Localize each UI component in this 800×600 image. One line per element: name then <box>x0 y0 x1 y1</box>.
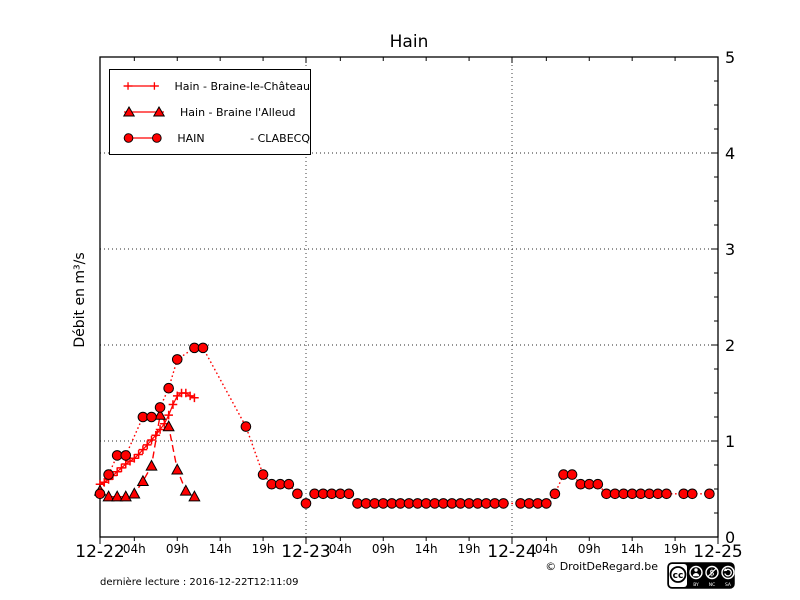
y-tick: 5 <box>725 48 735 67</box>
marker-clabecq <box>103 469 114 480</box>
y-tick: 2 <box>725 336 735 355</box>
marker-braine_le_chateau <box>151 430 161 440</box>
marker-clabecq <box>120 450 132 461</box>
marker-clabecq <box>549 488 561 500</box>
x-tick-hour: 19h <box>252 542 275 556</box>
marker-clabecq <box>197 342 209 354</box>
y-tick: 3 <box>725 240 735 259</box>
marker-braine_le_chateau <box>155 425 165 434</box>
chart-title: Hain <box>389 32 429 52</box>
marker-clabecq <box>300 498 312 509</box>
legend-label: Hain - Braine-le-Château <box>174 79 310 93</box>
legend-item: HAIN - CLABECQ <box>121 131 310 145</box>
marker-clabecq <box>704 488 715 500</box>
marker-clabecq <box>498 498 509 509</box>
marker-braine_l_alleud <box>153 408 167 420</box>
footer-annotations: dernière lecture : 2016-12-22T12:11:09 d… <box>100 557 299 600</box>
marker-clabecq <box>541 498 552 509</box>
marker-braine_l_alleud <box>128 487 141 499</box>
x-tick-hour: 09h <box>372 542 395 556</box>
by-label: BY <box>693 582 699 588</box>
marker-braine_l_alleud <box>179 484 192 496</box>
legend-sample-triangle-line <box>122 106 166 117</box>
marker-braine_l_alleud <box>111 490 124 502</box>
cc-license-badge: cc $ BY NC SA <box>667 562 735 589</box>
marker-braine_le_chateau <box>185 391 195 401</box>
marker-braine_le_chateau <box>164 410 173 420</box>
marker-braine_le_chateau <box>142 440 152 450</box>
marker-clabecq <box>592 478 604 490</box>
x-tick-hour: 09h <box>166 542 189 556</box>
marker-braine_l_alleud <box>162 420 175 432</box>
marker-clabecq <box>283 478 295 490</box>
marker-braine_l_alleud <box>145 459 158 471</box>
legend-item: Hain - Braine l'Alleud <box>121 105 310 119</box>
marker-clabecq <box>343 488 355 500</box>
x-tick-day: 12-24 <box>487 542 536 562</box>
marker-clabecq <box>257 469 269 480</box>
marker-braine_l_alleud <box>136 474 150 487</box>
marker-clabecq <box>171 354 183 365</box>
marker-braine_le_chateau <box>168 400 178 409</box>
marker-braine_le_chateau <box>147 435 156 445</box>
marker-clabecq <box>163 382 174 394</box>
legend-label: Hain - Braine l'Alleud <box>180 105 296 119</box>
x-tick-day: 12-23 <box>281 542 330 562</box>
svg-text:cc: cc <box>673 571 684 581</box>
legend: Hain - Braine-le-Château Hain - Braine l… <box>109 69 311 155</box>
x-tick-day: 12-25 <box>693 542 742 562</box>
noncommercial-icon: $ <box>705 565 719 580</box>
x-tick-hour: 09h <box>578 542 601 556</box>
x-tick-hour: 04h <box>329 542 352 556</box>
marker-clabecq <box>292 488 303 500</box>
x-tick-hour: 19h <box>458 542 481 556</box>
last-reading-text: dernière lecture : 2016-12-22T12:11:09 <box>100 577 299 588</box>
marker-braine_le_chateau <box>117 463 126 473</box>
cc-icon: cc <box>669 566 687 583</box>
series-clabecq-line <box>99 347 710 505</box>
marker-braine_le_chateau <box>112 467 122 477</box>
marker-clabecq <box>566 469 578 480</box>
marker-clabecq <box>94 488 106 500</box>
x-tick-hour: 14h <box>415 542 438 556</box>
marker-braine_l_alleud <box>102 490 115 502</box>
svg-text:$: $ <box>709 569 714 579</box>
marker-clabecq <box>661 488 672 500</box>
x-tick-hour: 19h <box>664 542 687 556</box>
legend-sample-circle-line <box>123 133 162 143</box>
sa-label: SA <box>725 582 732 588</box>
marker-braine_le_chateau <box>190 393 199 403</box>
marker-braine_le_chateau <box>134 450 143 459</box>
marker-clabecq <box>146 411 157 423</box>
x-tick-hour: 14h <box>621 542 644 556</box>
x-tick-hour: 04h <box>123 542 146 556</box>
marker-braine_le_chateau <box>130 453 139 463</box>
nc-label: NC <box>709 582 716 588</box>
marker-clabecq <box>154 402 166 413</box>
legend-item: Hain - Braine-le-Château <box>121 79 310 93</box>
x-tick-day: 12-22 <box>75 542 124 562</box>
y-tick: 4 <box>725 144 735 163</box>
marker-clabecq <box>240 421 252 432</box>
marker-braine_le_chateau <box>138 445 148 454</box>
legend-label: HAIN - CLABECQ <box>177 131 310 145</box>
sharealike-icon <box>721 565 735 580</box>
legend-sample-plus-line <box>123 82 159 90</box>
x-tick-hour: 14h <box>209 542 232 556</box>
marker-clabecq <box>686 488 698 500</box>
x-tick-hour: 04h <box>535 542 558 556</box>
marker-braine_l_alleud <box>171 463 184 475</box>
y-tick: 1 <box>725 432 735 451</box>
attribution-icon <box>689 565 703 580</box>
marker-braine_l_alleud <box>188 490 201 502</box>
y-tick: 0 <box>725 528 735 547</box>
copyright-text: © DroitDeRegard.be <box>545 560 658 573</box>
